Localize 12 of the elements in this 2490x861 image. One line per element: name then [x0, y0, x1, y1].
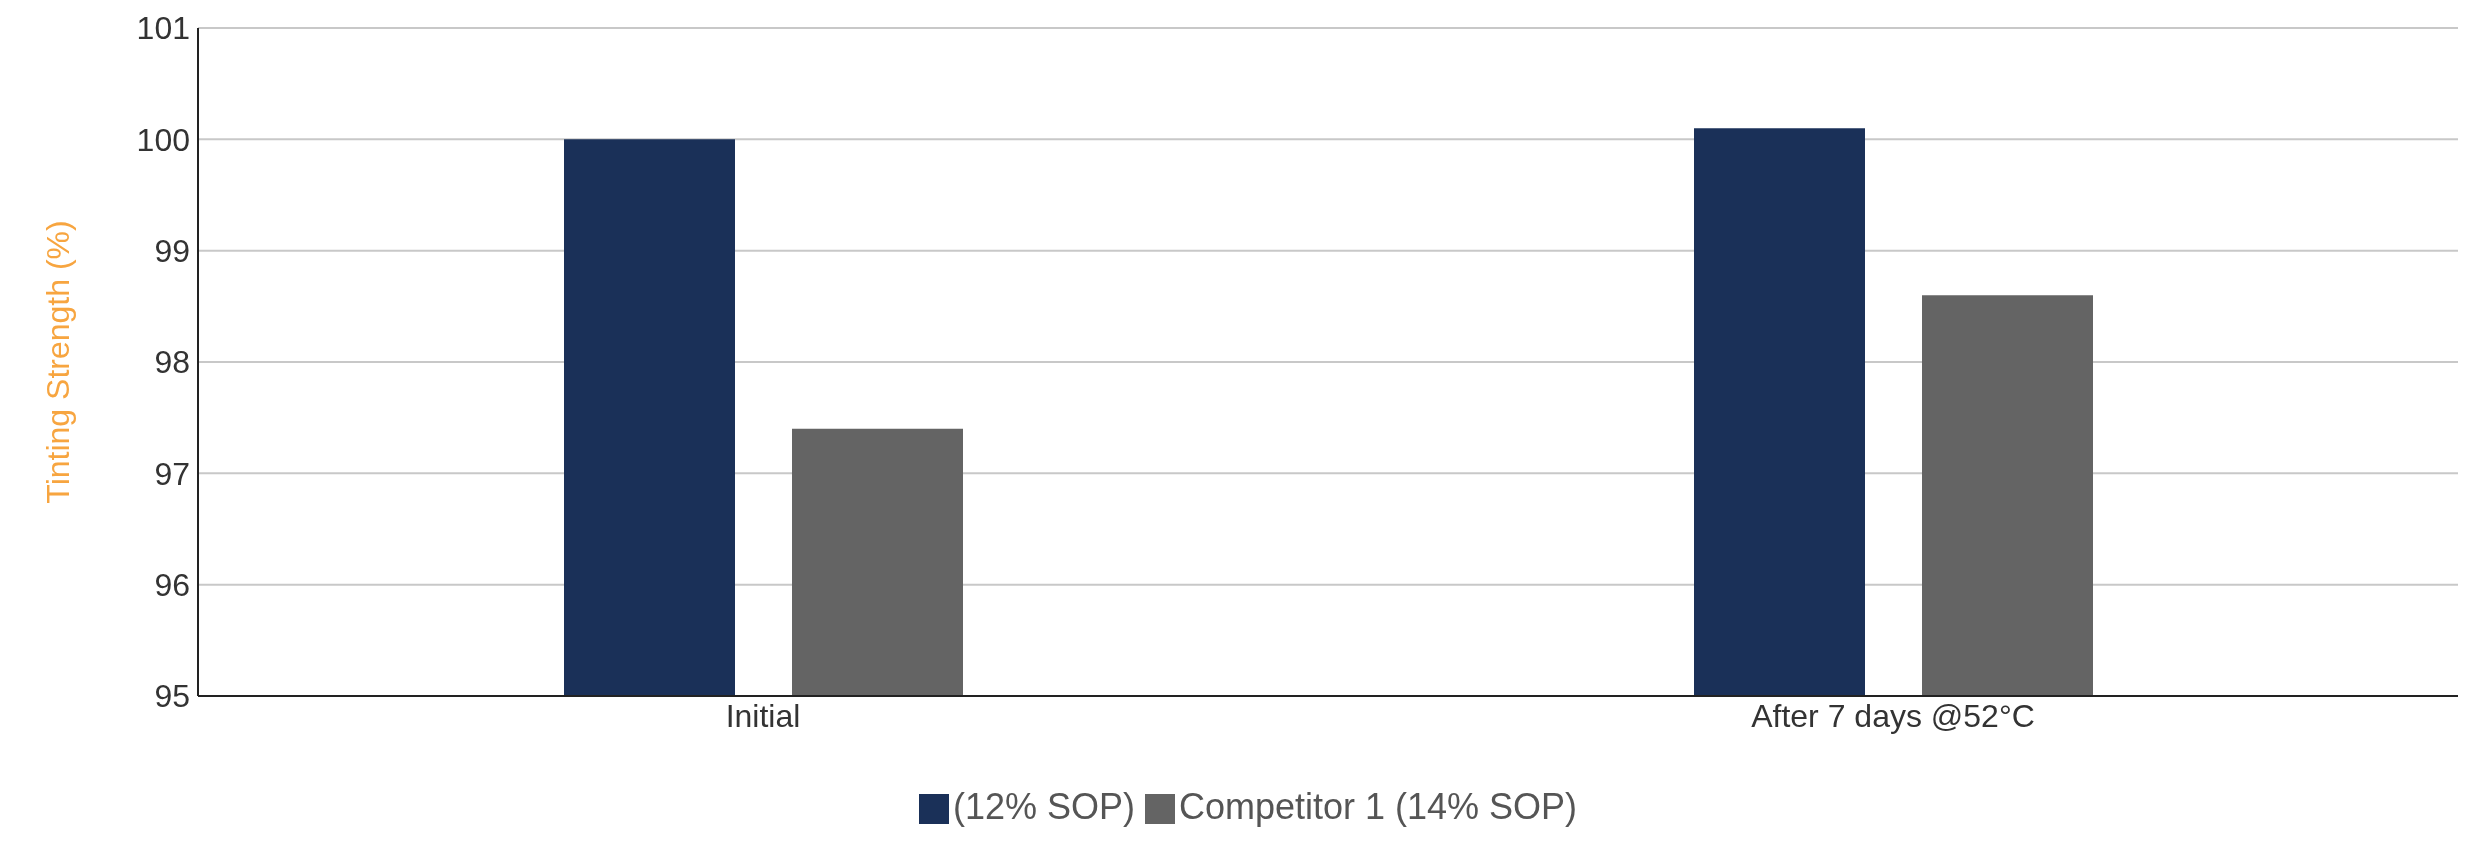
y-tick-label: 96 — [154, 567, 190, 604]
y-tick-label: 99 — [154, 233, 190, 270]
y-tick-label: 97 — [154, 455, 190, 492]
legend-label: Competitor 1 (14% SOP) — [1178, 786, 1578, 827]
y-tick-label: 95 — [154, 678, 190, 715]
y-tick-label: 101 — [136, 10, 190, 47]
y-tick-label: 98 — [154, 344, 190, 381]
legend-label: (12% SOP) — [952, 786, 1135, 827]
y-axis-title: Tinting Strength (%) — [40, 220, 77, 504]
x-tick-label: After 7 days @52°C — [1751, 697, 2035, 734]
x-tick-label: Initial — [725, 697, 801, 734]
y-tick-label: 100 — [136, 121, 190, 158]
